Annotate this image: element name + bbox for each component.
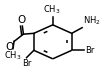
Text: CH$_3$: CH$_3$: [43, 4, 61, 16]
Text: O: O: [5, 42, 14, 52]
Text: CH$_3$: CH$_3$: [4, 50, 22, 62]
Text: NH$_2$: NH$_2$: [83, 14, 101, 27]
Text: O: O: [17, 15, 25, 25]
Text: Br: Br: [22, 59, 31, 68]
Text: Br: Br: [85, 46, 94, 55]
